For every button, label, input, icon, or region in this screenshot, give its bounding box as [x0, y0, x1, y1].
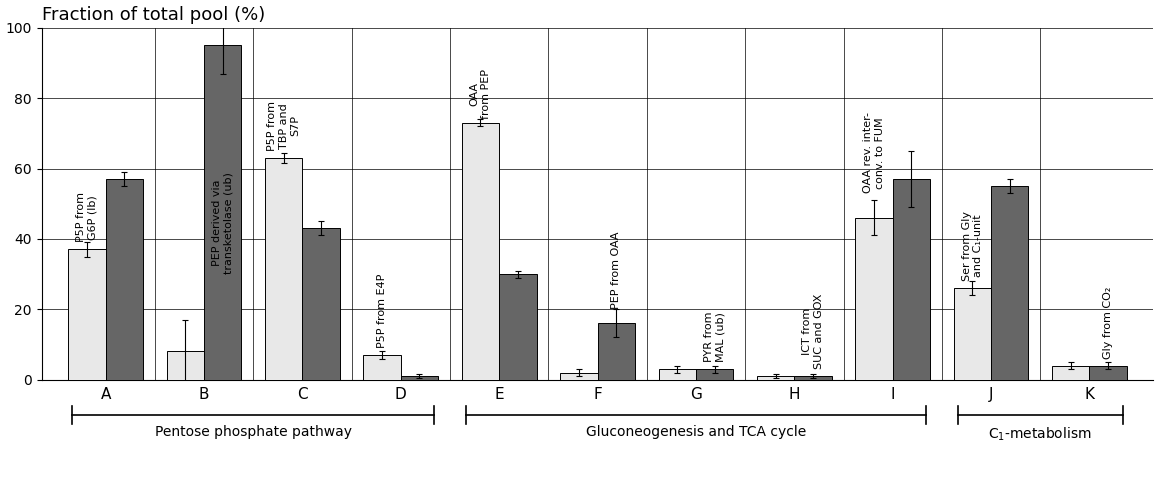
Text: Gly from CO₂: Gly from CO₂: [1103, 286, 1113, 358]
Bar: [991, 186, 1028, 380]
Text: Fraction of total pool (%): Fraction of total pool (%): [42, 5, 265, 24]
Text: OAA
from PEP: OAA from PEP: [469, 69, 491, 119]
Text: PEP derived via
transketolase (ub): PEP derived via transketolase (ub): [212, 172, 233, 274]
Bar: [695, 369, 734, 380]
Bar: [855, 218, 892, 380]
Bar: [302, 228, 340, 380]
Bar: [658, 369, 695, 380]
Text: PEP from OAA: PEP from OAA: [611, 232, 621, 309]
Bar: [892, 179, 931, 380]
Text: Pentose phosphate pathway: Pentose phosphate pathway: [154, 425, 351, 439]
Bar: [560, 373, 598, 380]
Bar: [68, 249, 105, 380]
Bar: [105, 179, 143, 380]
Text: ICT from
SUC and GOX: ICT from SUC and GOX: [802, 294, 824, 369]
Text: Gluconeogenesis and TCA cycle: Gluconeogenesis and TCA cycle: [585, 425, 806, 439]
Bar: [1052, 365, 1089, 380]
Bar: [500, 274, 537, 380]
Bar: [204, 46, 241, 380]
Bar: [401, 376, 438, 380]
Text: P5P from
G6P (lb): P5P from G6P (lb): [76, 192, 97, 243]
Text: OAA rev. inter-
conv. to FUM: OAA rev. inter- conv. to FUM: [863, 112, 884, 193]
Bar: [265, 158, 302, 380]
Bar: [757, 376, 794, 380]
Text: P5P from
TBP and
S7P: P5P from TBP and S7P: [267, 101, 300, 151]
Bar: [954, 288, 991, 380]
Text: P5P from E4P: P5P from E4P: [377, 273, 387, 348]
Text: Ser from Gly
and C₁-unit: Ser from Gly and C₁-unit: [962, 211, 983, 281]
Bar: [794, 376, 832, 380]
Bar: [364, 355, 401, 380]
Bar: [167, 352, 204, 380]
Text: PYR from
MAL (ub): PYR from MAL (ub): [704, 311, 726, 362]
Bar: [1089, 365, 1127, 380]
Bar: [598, 324, 635, 380]
Text: C$_1$-metabolism: C$_1$-metabolism: [989, 425, 1092, 443]
Bar: [461, 123, 500, 380]
